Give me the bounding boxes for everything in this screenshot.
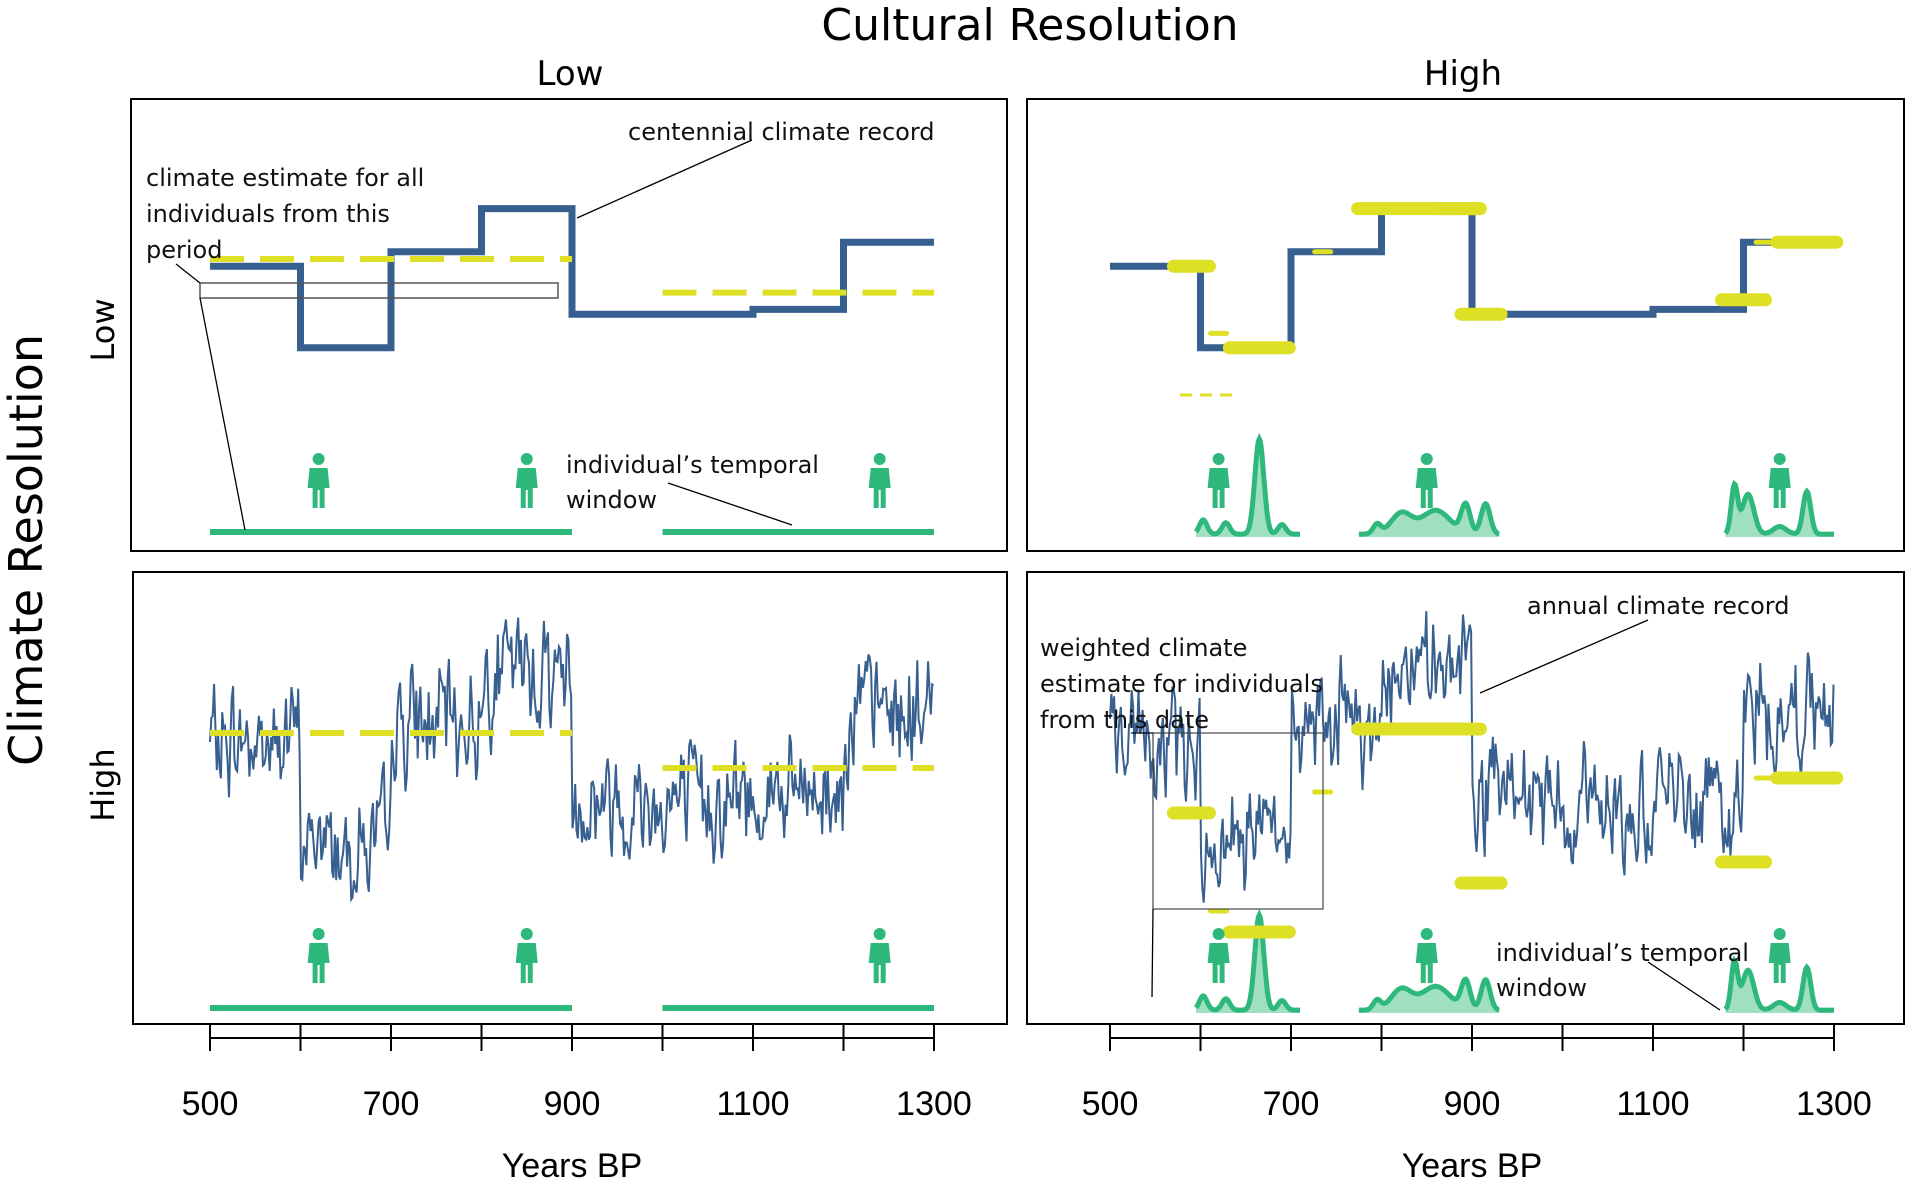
- annotation-centennial-record: centennial climate record: [628, 118, 935, 146]
- row-label-low: Low: [84, 298, 122, 361]
- temporal-density-curve: [1194, 433, 1300, 537]
- annotation-window-line-1: individual’s temporal: [566, 451, 819, 479]
- column-label-low: Low: [537, 54, 604, 94]
- panel-frame-low-high: [132, 571, 1008, 1025]
- person-head: [873, 453, 886, 465]
- leader-line: [667, 482, 793, 526]
- temporal-density-curve: [1723, 955, 1834, 1013]
- temporal-windows-layer: [210, 529, 934, 1011]
- individual-icons-layer: [307, 453, 1791, 983]
- climate-records-layer: [209, 205, 1835, 903]
- leader-line: [175, 263, 201, 284]
- temporal-density-curve: [1194, 909, 1300, 1013]
- person-head: [520, 453, 533, 465]
- person-head: [312, 453, 325, 465]
- leader-line: [1479, 619, 1649, 694]
- x-tick-label: 900: [1444, 1085, 1501, 1123]
- column-label-high: High: [1424, 54, 1502, 94]
- annotation-window-line-2: window: [566, 486, 657, 514]
- climate-estimates-layer: [210, 202, 1844, 939]
- person-head: [1212, 928, 1225, 940]
- leader-line: [576, 139, 753, 219]
- x-axis-label: Years BP: [502, 1147, 643, 1185]
- person-body: [1415, 943, 1438, 983]
- individual-icon: [515, 453, 538, 508]
- individual-icon: [1207, 453, 1230, 508]
- individual-icon: [868, 453, 891, 508]
- individual-icon: [307, 928, 330, 983]
- figure-title: Cultural Resolution: [821, 0, 1238, 51]
- density-curves-layer: [1194, 433, 1834, 1013]
- leader-line: [199, 297, 246, 531]
- annotation-weighted-line-2: estimate for individuals: [1040, 670, 1323, 698]
- temporal-density-curve: [1358, 500, 1500, 537]
- row-title: Climate Resolution: [0, 334, 53, 766]
- person-head: [873, 928, 886, 940]
- person-head: [1420, 453, 1433, 465]
- x-tick-label: 1300: [1796, 1085, 1872, 1123]
- panel-frame-high-low: [1026, 98, 1905, 552]
- person-head: [1212, 453, 1225, 465]
- person-head: [312, 928, 325, 940]
- climate-step-line: [1110, 205, 1834, 352]
- annotation-window2-line-1: individual’s temporal: [1496, 939, 1749, 967]
- individual-icon: [1415, 453, 1438, 508]
- temporal-density-curve: [1358, 976, 1500, 1013]
- person-body: [515, 943, 538, 983]
- person-body: [868, 468, 891, 508]
- temporal-density-fill: [1358, 979, 1500, 1013]
- person-body: [1207, 943, 1230, 983]
- leader-line: [1151, 908, 1154, 998]
- person-head: [1773, 928, 1786, 940]
- person-body: [868, 943, 891, 983]
- x-axes-layer: 500 700 900 1100 1300 Years BP 500 700 900 1100 13…: [182, 1025, 1872, 1185]
- individual-icon: [515, 928, 538, 983]
- individual-icon: [1207, 928, 1230, 983]
- estimate-highlight-box: [199, 282, 559, 299]
- x-tick-label: 1100: [716, 1085, 789, 1123]
- annotation-weighted-line-3: from this date: [1040, 706, 1209, 734]
- panel-frame-high-high: [1026, 571, 1905, 1025]
- person-body: [1768, 943, 1791, 983]
- annotation-weighted-line-1: weighted climate: [1040, 634, 1247, 662]
- weighted-estimate-box: [1152, 732, 1324, 910]
- x-axis-label: Years BP: [1402, 1147, 1543, 1185]
- row-label-high: High: [84, 748, 122, 822]
- leader-lines: [175, 139, 1721, 1011]
- individual-icon: [1768, 928, 1791, 983]
- annotation-annual-record: annual climate record: [1527, 592, 1789, 620]
- x-tick-label: 500: [182, 1085, 239, 1123]
- person-head: [1420, 928, 1433, 940]
- individual-icon: [1415, 928, 1438, 983]
- person-body: [1768, 468, 1791, 508]
- climate-step-line: [210, 205, 934, 352]
- annotation-window2-line-2: window: [1496, 974, 1587, 1002]
- x-tick-label: 700: [1263, 1085, 1320, 1123]
- individual-icon: [307, 453, 330, 508]
- person-body: [1207, 468, 1230, 508]
- leader-line: [1647, 961, 1721, 1011]
- person-body: [307, 468, 330, 508]
- panel-frame-low-low: [130, 98, 1008, 552]
- person-body: [515, 468, 538, 508]
- annotation-estimate-line-2: individuals from this: [146, 200, 390, 228]
- x-tick-label: 1100: [1616, 1085, 1689, 1123]
- x-tick-label: 700: [363, 1085, 420, 1123]
- x-tick-label: 1300: [896, 1085, 972, 1123]
- climate-annual-line: [209, 617, 935, 903]
- person-body: [307, 943, 330, 983]
- temporal-density-fill: [1358, 503, 1500, 537]
- climate-annual-line: [1109, 611, 1835, 903]
- annotation-estimate-line-3: period: [146, 236, 222, 264]
- x-tick-label: 900: [544, 1085, 601, 1123]
- individual-icon: [1768, 453, 1791, 508]
- person-head: [1773, 453, 1786, 465]
- annotation-estimate-line-1: climate estimate for all: [146, 164, 424, 192]
- person-head: [520, 928, 533, 940]
- individual-icon: [868, 928, 891, 983]
- temporal-density-curve: [1723, 479, 1834, 537]
- person-body: [1415, 468, 1438, 508]
- x-tick-label: 500: [1082, 1085, 1139, 1123]
